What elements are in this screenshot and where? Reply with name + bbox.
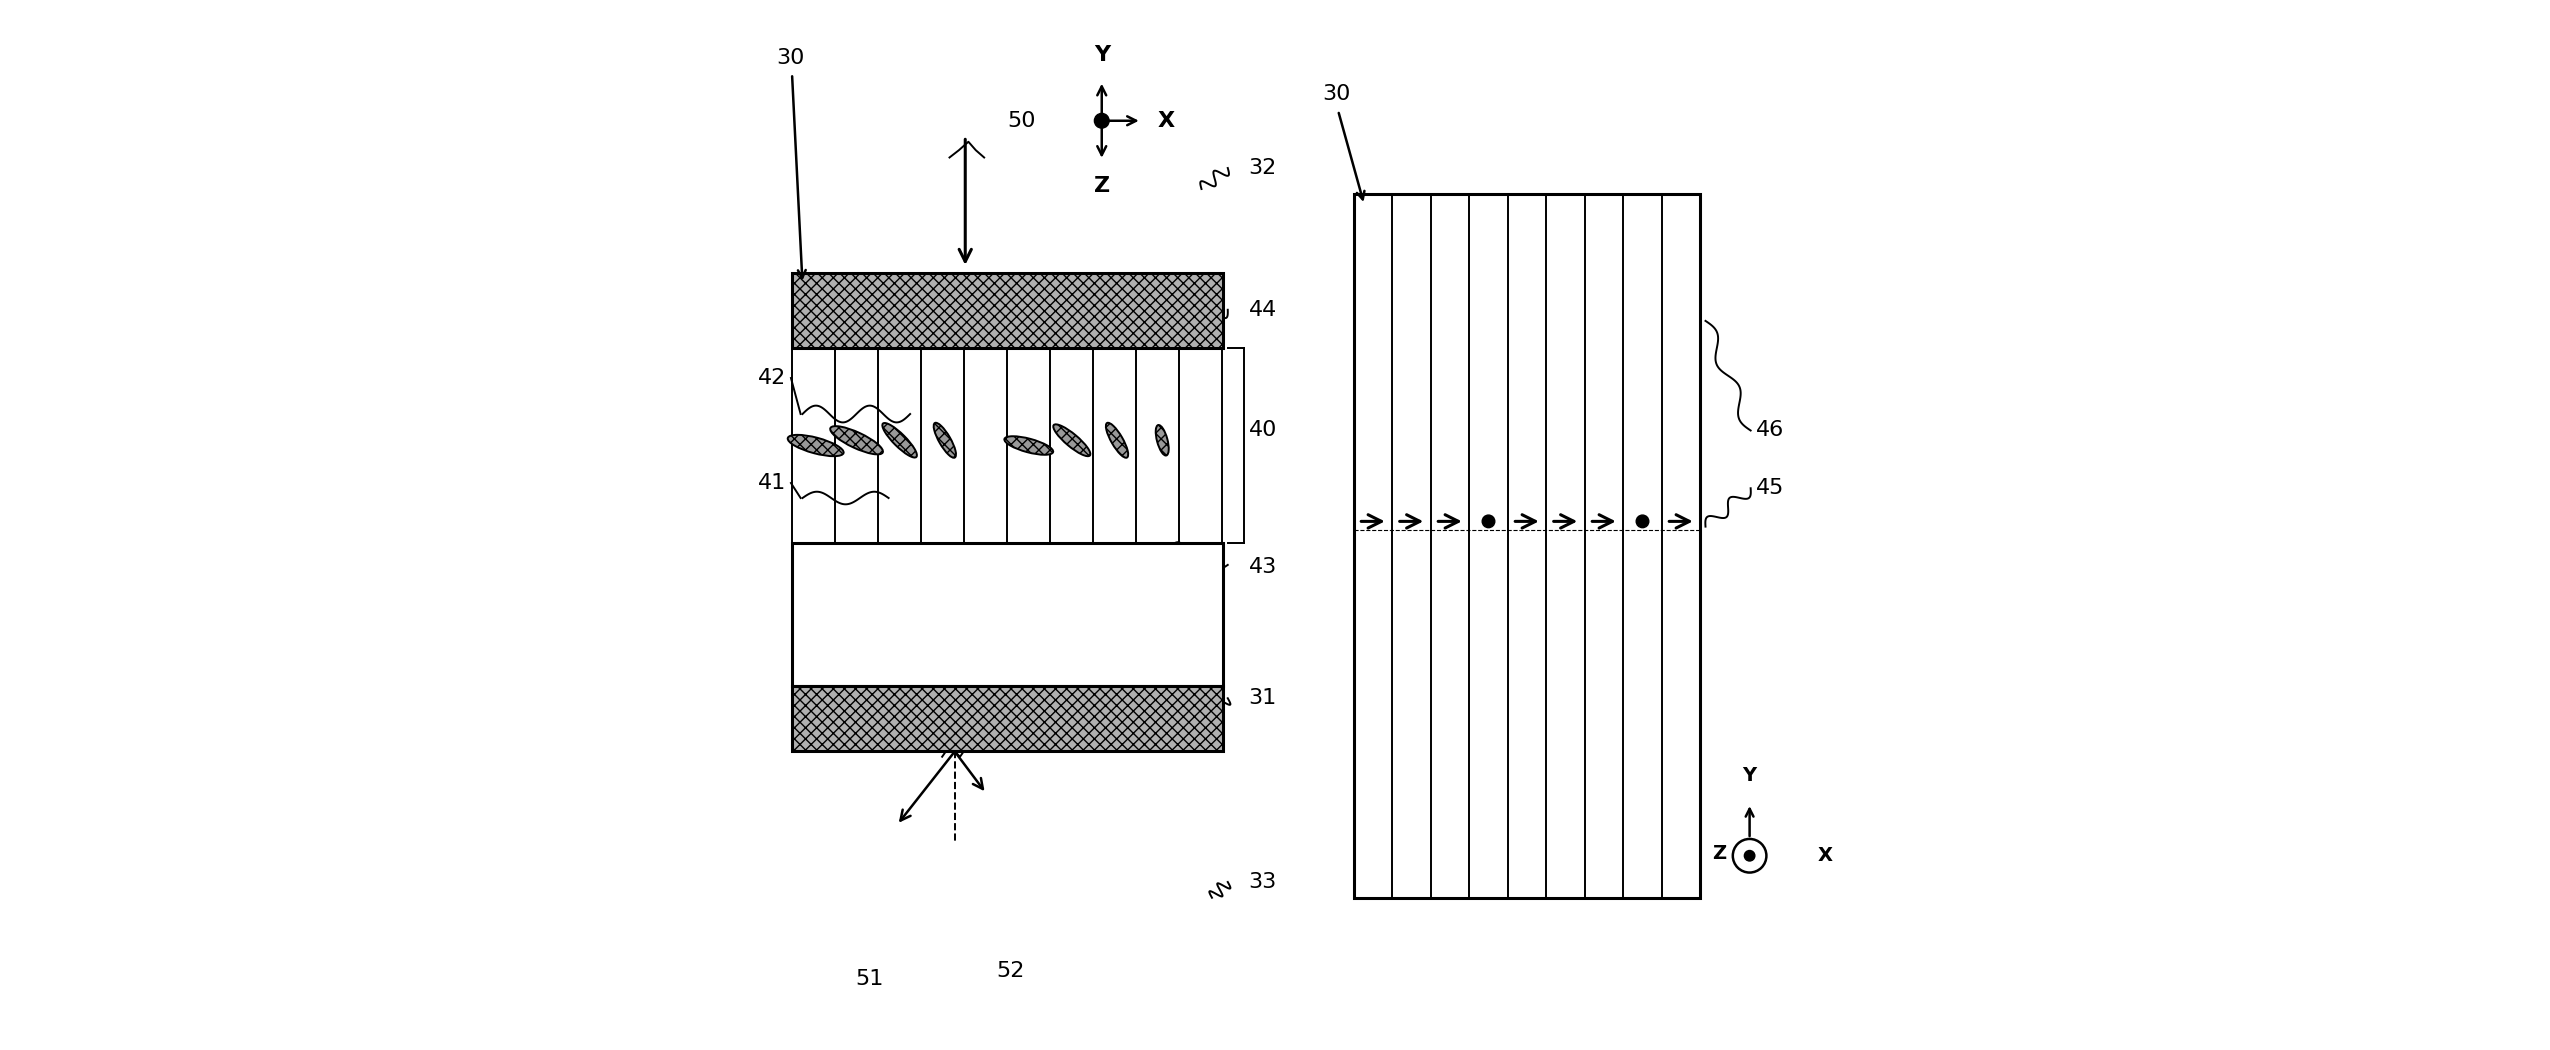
Ellipse shape xyxy=(882,423,918,458)
Ellipse shape xyxy=(788,435,844,456)
Text: Y: Y xyxy=(1742,766,1757,785)
Text: 41: 41 xyxy=(757,472,785,493)
Text: X: X xyxy=(1818,846,1833,865)
Bar xyxy=(793,543,1221,687)
Bar xyxy=(793,273,1221,348)
Text: Z: Z xyxy=(1714,844,1726,863)
Text: 50: 50 xyxy=(1007,110,1035,131)
Ellipse shape xyxy=(1155,425,1168,456)
Text: 30: 30 xyxy=(1323,84,1352,105)
Text: 33: 33 xyxy=(1250,872,1278,892)
Text: 42: 42 xyxy=(757,368,785,388)
Text: 40: 40 xyxy=(1250,420,1278,441)
Circle shape xyxy=(1637,516,1650,528)
Text: 44: 44 xyxy=(1250,299,1278,320)
Text: 51: 51 xyxy=(854,968,882,989)
Text: 32: 32 xyxy=(1250,158,1278,179)
Ellipse shape xyxy=(1053,424,1091,456)
Ellipse shape xyxy=(933,423,956,458)
Bar xyxy=(1354,194,1701,898)
Text: 45: 45 xyxy=(1757,478,1785,499)
Ellipse shape xyxy=(1107,423,1127,458)
Text: 46: 46 xyxy=(1757,420,1785,441)
Circle shape xyxy=(1094,113,1109,128)
Bar xyxy=(793,687,1221,752)
Text: 30: 30 xyxy=(775,47,806,68)
Text: Y: Y xyxy=(1094,45,1109,65)
Text: 31: 31 xyxy=(1250,688,1278,709)
Text: X: X xyxy=(1158,110,1176,131)
Text: 52: 52 xyxy=(997,961,1025,982)
Ellipse shape xyxy=(1005,436,1053,455)
Circle shape xyxy=(1744,850,1754,861)
Text: Z: Z xyxy=(1094,176,1109,196)
Ellipse shape xyxy=(831,426,882,455)
Text: 43: 43 xyxy=(1250,556,1278,578)
Circle shape xyxy=(1482,516,1494,528)
